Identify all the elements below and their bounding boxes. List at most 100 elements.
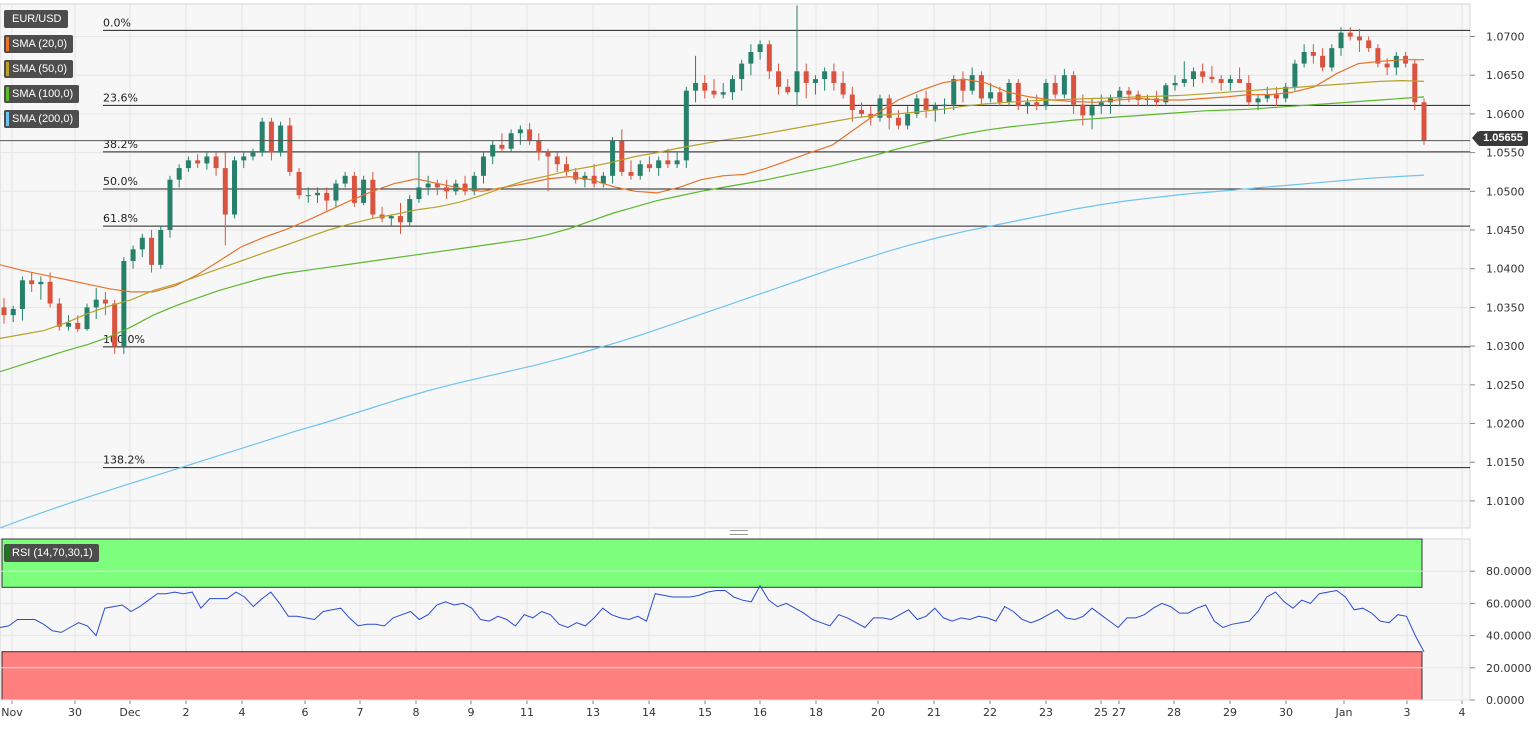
x-tick-label: 7	[357, 706, 364, 719]
instrument-label[interactable]: EUR/USD	[4, 10, 68, 28]
candle-down	[370, 179, 376, 215]
y-tick-label: 1.0100	[1486, 495, 1525, 508]
candle-down	[978, 75, 984, 99]
y-tick-label: 1.0550	[1486, 147, 1525, 160]
sma20-swatch	[6, 37, 9, 51]
candle-down	[665, 160, 671, 165]
candle-up	[342, 175, 348, 184]
candle-down	[1154, 98, 1160, 103]
candle-up	[1264, 94, 1270, 99]
candle-up	[84, 307, 90, 330]
indicator-label-sma20[interactable]: SMA (20,0)	[4, 35, 74, 53]
candle-up	[305, 195, 311, 197]
rsi-y-tick-label: 80.0000	[1486, 565, 1532, 578]
candle-down	[56, 303, 62, 327]
indicator-label-sma100[interactable]: SMA (100,0)	[4, 85, 80, 103]
candle-up	[1089, 106, 1095, 116]
candle-up	[932, 106, 938, 111]
candle-down	[1384, 63, 1390, 68]
candle-down	[1310, 51, 1316, 56]
candle-down	[1218, 79, 1224, 83]
candle-up	[19, 280, 25, 309]
candle-up	[517, 129, 523, 134]
candle-down	[1412, 63, 1418, 103]
candle-down	[1200, 71, 1206, 77]
candle-down	[1273, 94, 1279, 99]
rsi-overbought-zone	[1, 538, 1423, 588]
candle-down	[1052, 82, 1058, 95]
candle-up	[204, 156, 210, 164]
candle-down	[397, 216, 403, 223]
y-tick-label: 1.0450	[1486, 224, 1525, 237]
x-tick-label: 4	[239, 706, 246, 719]
candle-down	[1, 307, 7, 316]
candle-up	[739, 63, 745, 80]
y-tick-label: 1.0400	[1486, 263, 1525, 276]
candle-down	[997, 92, 1003, 103]
pane-resize-handle[interactable]	[730, 530, 748, 535]
x-tick-label: 30	[68, 706, 82, 719]
x-tick-label: 29	[1223, 706, 1237, 719]
y-tick-label: 1.0350	[1486, 301, 1525, 314]
candle-down	[591, 175, 597, 184]
candle-down	[444, 187, 450, 192]
candle-up	[1338, 32, 1344, 49]
candle-down	[1320, 55, 1326, 68]
sma-line-3	[0, 174, 1425, 529]
candle-up	[822, 71, 828, 80]
candle-up	[1190, 71, 1196, 80]
candle-up	[637, 164, 643, 176]
candle-down	[527, 129, 533, 141]
candle-up	[416, 187, 422, 200]
x-tick-label: 18	[809, 706, 823, 719]
candle-up	[158, 230, 164, 265]
candle-down	[554, 156, 560, 165]
candle-up	[720, 92, 726, 95]
candle-up	[278, 125, 284, 153]
candle-up	[1227, 79, 1233, 83]
candle-down	[1375, 48, 1381, 64]
candle-up	[1163, 85, 1169, 103]
fib-label: 0.0%	[103, 16, 131, 29]
candle-down	[545, 152, 551, 157]
rsi-oversold-zone	[1, 651, 1423, 701]
sma20-text: SMA (20,0)	[12, 38, 68, 50]
candle-down	[646, 164, 652, 169]
candle-up	[490, 144, 496, 157]
indicator-label-sma200[interactable]: SMA (200,0)	[4, 110, 80, 128]
x-tick-label: 14	[642, 706, 656, 719]
candle-up	[683, 90, 689, 161]
x-tick-label: 30	[1279, 706, 1293, 719]
indicator-label-sma50[interactable]: SMA (50,0)	[4, 60, 74, 78]
candle-up	[600, 175, 606, 184]
candle-down	[563, 164, 569, 172]
x-tick-label: Nov	[1, 706, 23, 719]
candle-up	[388, 216, 394, 219]
candle-up	[1025, 102, 1031, 107]
x-tick-label: 22	[983, 706, 997, 719]
candle-down	[462, 183, 468, 192]
candle-down	[960, 79, 966, 91]
x-tick-label: 2	[183, 706, 190, 719]
sma50-text: SMA (50,0)	[12, 63, 68, 75]
candle-up	[951, 79, 957, 105]
candle-down	[1126, 90, 1132, 95]
candle-up	[969, 75, 975, 91]
x-tick-label: 13	[586, 706, 600, 719]
candle-down	[287, 125, 293, 172]
candle-up	[93, 299, 99, 308]
candle-up	[877, 98, 883, 118]
candle-down	[803, 71, 809, 83]
candle-down	[222, 168, 228, 215]
rsi-label[interactable]: RSI (14,70,30,1)	[4, 544, 99, 562]
x-tick-label: 9	[468, 706, 475, 719]
candle-down	[268, 121, 274, 153]
candle-up	[1329, 48, 1335, 68]
x-tick-label: Dec	[119, 706, 140, 719]
candle-up	[656, 160, 662, 169]
candle-up	[1393, 55, 1399, 68]
candle-down	[296, 171, 302, 196]
candle-down	[1209, 76, 1215, 80]
x-tick-label: 3	[1404, 706, 1411, 719]
candle-up	[315, 192, 321, 196]
